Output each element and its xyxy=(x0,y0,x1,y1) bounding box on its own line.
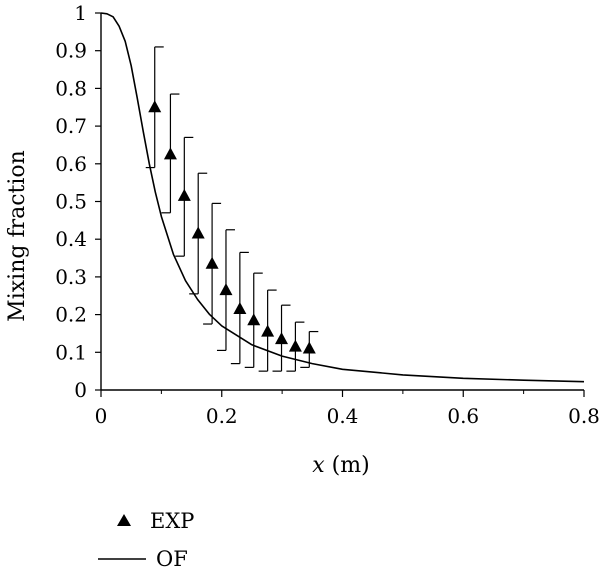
y-tick-label: 1 xyxy=(74,1,87,25)
y-axis-label: Mixing fraction xyxy=(5,150,30,322)
y-tick-label: 0.3 xyxy=(55,265,87,289)
exp-point xyxy=(300,330,319,368)
legend-exp-marker xyxy=(117,514,131,526)
legend: EXP OF xyxy=(98,509,194,571)
exp-marker xyxy=(177,188,191,201)
exp-marker xyxy=(191,226,205,239)
exp-marker xyxy=(288,339,302,352)
x-axis-label: x (m) xyxy=(312,453,369,478)
of-curve xyxy=(100,12,585,383)
exp-point xyxy=(189,172,208,295)
x-axis-variable: x xyxy=(312,453,325,478)
exp-point xyxy=(230,251,249,365)
exp-marker xyxy=(247,313,261,326)
x-tick-label: 0.2 xyxy=(206,404,238,428)
exp-marker xyxy=(233,301,247,314)
y-tick-label: 0 xyxy=(74,378,87,402)
x-axis-ticks: 0 0.2 0.4 0.6 0.8 xyxy=(95,390,600,428)
exp-marker xyxy=(275,332,289,345)
exp-point xyxy=(244,272,263,368)
exp-point xyxy=(145,46,164,169)
exp-marker xyxy=(302,341,316,354)
y-tick-label: 0.1 xyxy=(55,340,87,364)
exp-point xyxy=(216,229,235,352)
series-exp xyxy=(145,46,319,372)
x-tick-label: 0 xyxy=(95,404,108,428)
y-tick-label: 0.9 xyxy=(55,39,87,63)
x-tick-label: 0.8 xyxy=(568,404,600,428)
legend-of-label: OF xyxy=(156,547,188,571)
series-of xyxy=(100,12,585,383)
y-tick-label: 0.4 xyxy=(55,227,87,251)
y-tick-label: 0.6 xyxy=(55,152,87,176)
x-tick-label: 0.4 xyxy=(327,404,359,428)
y-tick-label: 0.5 xyxy=(55,190,87,214)
y-tick-label: 0.7 xyxy=(55,114,87,138)
exp-point xyxy=(258,289,277,372)
exp-point xyxy=(161,93,180,214)
exp-marker xyxy=(205,256,219,269)
exp-point xyxy=(286,321,305,372)
exp-marker xyxy=(261,324,275,337)
exp-point xyxy=(175,136,194,257)
y-tick-label: 0.2 xyxy=(55,303,87,327)
legend-exp-label: EXP xyxy=(150,509,194,533)
x-tick-label: 0.6 xyxy=(447,404,479,428)
exp-point xyxy=(272,304,291,372)
exp-marker xyxy=(163,147,177,160)
axes xyxy=(100,13,584,391)
exp-point xyxy=(203,202,222,325)
exp-marker xyxy=(148,100,162,113)
exp-marker xyxy=(219,283,233,296)
x-axis-unit: (m) xyxy=(325,453,370,478)
y-axis-ticks: 0 0.1 0.2 0.3 0.4 0.5 0.6 0.7 0.8 0.9 1 xyxy=(55,1,101,402)
y-tick-label: 0.8 xyxy=(55,76,87,100)
